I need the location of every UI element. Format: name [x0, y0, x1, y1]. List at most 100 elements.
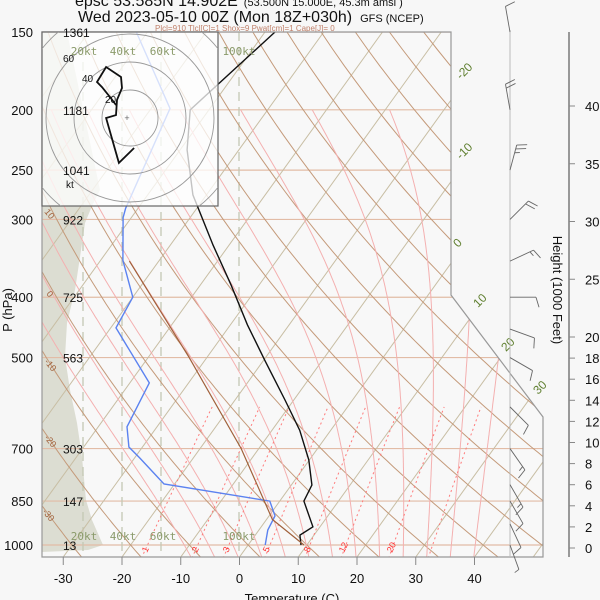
dry-adiabat [42, 32, 143, 557]
pressure-label: 500 [11, 351, 33, 366]
isotherm [121, 32, 501, 557]
wind-barb-feather [505, 79, 516, 85]
moist-adiabat [42, 109, 240, 557]
height-label: 725 [63, 291, 83, 305]
height-tick-label: 4 [585, 499, 592, 514]
hodograph-rings [42, 32, 218, 206]
isotherm-label: 10 [470, 291, 490, 311]
x-tick-label: 10 [291, 571, 305, 586]
height-label: 13 [63, 539, 77, 553]
wind-barb-shaft [509, 249, 534, 262]
title-location-detail: (53.500N 15.000E, 45.3m amsl ) [244, 0, 403, 9]
wind-barb-half-feather [514, 569, 520, 573]
wind-barb-feather [533, 249, 541, 259]
mixing-ratio-label: 5 [261, 545, 272, 554]
isotherm-label: -20 [453, 60, 475, 82]
wind-barb-shaft [509, 328, 535, 339]
height-tick-label: 18 [585, 351, 599, 366]
height-tick-label: 12 [585, 414, 599, 429]
hodograph-ring [45, 33, 215, 203]
wind-speed-label-bottom: 40kt [110, 530, 137, 543]
x-tick-label: 0 [236, 571, 243, 586]
moist-adiabat [311, 109, 405, 557]
mixing-ratio-label: 1 [140, 545, 151, 554]
hodograph-center: + [124, 113, 129, 123]
wind-speed-label-top: 40kt [110, 45, 137, 58]
wind-barb-shaft [509, 500, 524, 524]
mixing-ratio-label: 20 [385, 541, 398, 554]
dry-adiabat [74, 32, 500, 557]
height-label: 303 [63, 443, 83, 457]
dry-adiabat-label: 10 [42, 207, 56, 221]
dry-adiabat [275, 32, 543, 557]
hodograph-ring-label: 60 [63, 54, 75, 65]
x-tick-label: 20 [350, 571, 364, 586]
height-axis-title: Height (1000 Feet) [550, 236, 565, 344]
isotherm-label: 20 [498, 335, 518, 355]
dry-adiabat [42, 32, 262, 557]
x-axis-title: Temperature (C) [245, 591, 340, 600]
title-line-1: epsc 53.585N 14.902E (53.500N 15.000E, 45… [75, 0, 403, 10]
pressure-label: 1000 [4, 538, 33, 553]
height-label: 1041 [63, 164, 90, 178]
dry-adiabat [42, 32, 83, 557]
hodograph-trace [95, 65, 135, 165]
isotherm [356, 32, 543, 557]
dry-adiabat [42, 32, 441, 557]
height-tick-label: 30 [585, 215, 599, 230]
wind-barb-shaft [509, 448, 526, 471]
isotherm-label: -10 [453, 140, 475, 162]
height-tick-label: 8 [585, 457, 592, 472]
isotherm-label: 0 [450, 235, 465, 250]
isotherm [415, 32, 543, 557]
dry-adiabat [42, 32, 381, 557]
wind-barb-feather [525, 203, 535, 210]
mixing-ratio-label: 8 [302, 545, 313, 554]
wind-barb-shaft [509, 200, 529, 220]
moist-adiabat [389, 109, 434, 557]
hodograph-ring [101, 89, 159, 147]
dewpoint-line [115, 32, 276, 546]
wind-barb-shaft [509, 544, 520, 570]
moist-adiabat [240, 109, 381, 557]
wind-barb-shaft [509, 357, 533, 371]
pressure-label: 700 [11, 442, 33, 457]
title-run: Wed 2023-05-10 00Z (Mon 18Z+030h) [78, 9, 352, 26]
y-axis-title: P (hPa) [0, 288, 15, 332]
height-tick-label: 14 [585, 393, 599, 408]
wind-speed-label-bottom: 100kt [222, 530, 255, 543]
pressure-label: 400 [11, 290, 33, 305]
mixing-ratio-line [427, 406, 482, 557]
height-tick-label: 35 [585, 157, 599, 172]
wind-barb-feather [505, 1, 516, 7]
moist-adiabat [42, 109, 263, 557]
x-tick-label: -10 [171, 571, 190, 586]
mixing-ratio-line [388, 406, 445, 557]
mixing-ratio-line [222, 406, 290, 557]
moist-adiabat [128, 109, 334, 557]
height-label: 563 [63, 352, 83, 366]
isotherm [42, 32, 383, 557]
isotherm-label: 30 [530, 378, 550, 398]
hodograph-ring-label: 20 [105, 95, 117, 106]
dry-adiabat [42, 32, 202, 557]
height-tick-label: 25 [585, 272, 599, 287]
wind-barb-feather [528, 200, 538, 207]
wind-speed-label-top: 20kt [71, 45, 98, 58]
wind-barb-feather [523, 425, 529, 435]
wind-speed-label-bottom: 60kt [150, 530, 177, 543]
wind-speed-label-top: 60kt [150, 45, 177, 58]
wind-speed-label-top: 100kt [222, 45, 255, 58]
wind-barb-feather [505, 83, 516, 89]
x-tick-label: -20 [113, 571, 132, 586]
wind-barb-feather [512, 547, 522, 555]
wind-barb-shaft [509, 144, 518, 171]
height-label: 147 [63, 495, 83, 509]
wind-barb-shaft [509, 523, 522, 548]
wind-barb-feather [518, 469, 526, 479]
dry-adiabat [241, 32, 543, 557]
dry-adiabat [42, 32, 322, 557]
mixing-ratio-line [140, 406, 213, 557]
